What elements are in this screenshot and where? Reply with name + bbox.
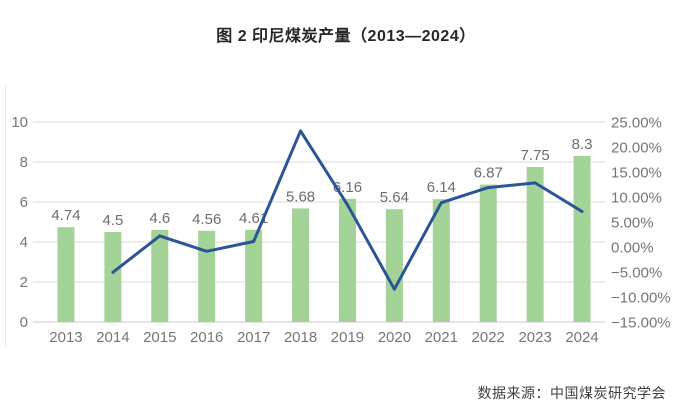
bar-data-label: 7.75 (521, 147, 550, 164)
bar (198, 230, 216, 322)
x-axis-tick-label: 2021 (425, 329, 458, 346)
bar (573, 156, 591, 322)
x-axis-tick-label: 2022 (472, 329, 505, 346)
bar (151, 230, 169, 322)
bar (526, 167, 544, 322)
right-axis-tick-label: −15.00% (611, 315, 671, 332)
x-axis-tick-label: 2016 (190, 329, 223, 346)
right-axis-tick-label: 0.00% (611, 240, 654, 257)
left-axis-tick-label: 8 (20, 154, 28, 171)
bar (338, 198, 356, 322)
x-axis-tick-label: 2020 (378, 329, 411, 346)
x-axis-tick-label: 2015 (143, 329, 176, 346)
x-axis-tick-label: 2018 (284, 329, 317, 346)
right-axis-tick-label: 15.00% (611, 165, 662, 182)
x-axis-tick-label: 2023 (518, 329, 551, 346)
x-axis-tick-label: 2017 (237, 329, 270, 346)
bar (104, 232, 122, 322)
right-axis-tick-label: 25.00% (611, 115, 662, 132)
right-axis-tick-label: 10.00% (611, 190, 662, 207)
right-axis-tick-label: −10.00% (611, 290, 671, 307)
left-axis-tick-label: 4 (20, 234, 28, 251)
left-axis-tick-label: 6 (20, 194, 28, 211)
bar (57, 227, 75, 322)
chart-title: 图 2 印尼煤炭产量（2013—2024） (216, 28, 476, 45)
bar-data-label: 5.68 (286, 188, 315, 205)
bar-data-label: 6.87 (474, 165, 503, 182)
bar (479, 184, 497, 322)
right-axis-tick-label: 5.00% (611, 215, 654, 232)
left-axis-tick-label: 2 (20, 274, 28, 291)
bar (245, 229, 263, 322)
x-axis-tick-label: 2024 (565, 329, 598, 346)
bar (432, 199, 450, 322)
data-source-caption: 数据来源：中国煤炭研究学会 (477, 385, 666, 401)
right-axis-tick-label: −5.00% (611, 265, 662, 282)
bar-data-label: 4.6 (149, 210, 170, 227)
bar-data-label: 4.5 (102, 212, 123, 229)
x-axis-tick-label: 2014 (96, 329, 129, 346)
x-axis-tick-label: 2013 (49, 329, 82, 346)
bar-data-label: 4.74 (51, 207, 80, 224)
x-axis-tick-label: 2019 (331, 329, 364, 346)
bar (292, 208, 310, 322)
bar (385, 209, 403, 322)
growth-line (111, 129, 584, 291)
bar-data-label: 4.56 (192, 211, 221, 228)
left-axis-tick-label: 10 (11, 114, 28, 131)
bar-data-label: 6.14 (427, 179, 456, 196)
left-axis-tick-label: 0 (20, 314, 28, 331)
bar-data-label: 8.3 (572, 136, 593, 153)
right-axis-tick-label: 20.00% (611, 140, 662, 157)
bar-data-label: 5.64 (380, 189, 409, 206)
